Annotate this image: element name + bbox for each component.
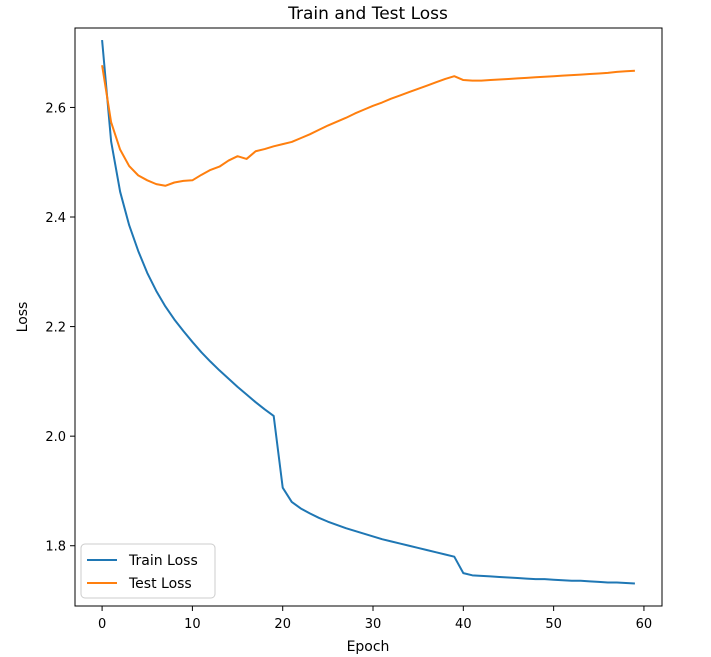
y-tick-label: 2.2 [45, 321, 66, 336]
x-tick-label: 30 [365, 617, 382, 632]
x-axis-ticks: 0 10 20 30 40 50 60 [98, 606, 652, 632]
train-loss-line [101, 39, 635, 585]
legend: Train Loss Test Loss [80, 543, 216, 599]
chart-title: Train and Test Loss [287, 4, 448, 24]
legend-box [80, 543, 216, 599]
y-tick-label: 2.6 [45, 101, 66, 116]
x-axis-label: Epoch [347, 639, 390, 655]
test-loss-line [101, 65, 635, 187]
x-tick-label: 40 [455, 617, 472, 632]
series-layer [101, 39, 635, 585]
y-tick-label: 1.8 [45, 540, 66, 555]
y-axis-label: Loss [15, 302, 31, 333]
x-tick-label: 10 [184, 617, 201, 632]
legend-label-test-loss: Test Loss [128, 576, 192, 592]
x-tick-label: 50 [545, 617, 562, 632]
y-axis-ticks: 1.8 2.0 2.2 2.4 2.6 [45, 101, 75, 555]
y-tick-label: 2.4 [45, 211, 66, 226]
plot-area [74, 27, 663, 607]
y-tick-label: 2.0 [45, 430, 66, 445]
x-tick-label: 60 [636, 617, 653, 632]
x-tick-label: 0 [98, 617, 106, 632]
legend-label-train-loss: Train Loss [128, 553, 198, 569]
x-tick-label: 20 [274, 617, 291, 632]
